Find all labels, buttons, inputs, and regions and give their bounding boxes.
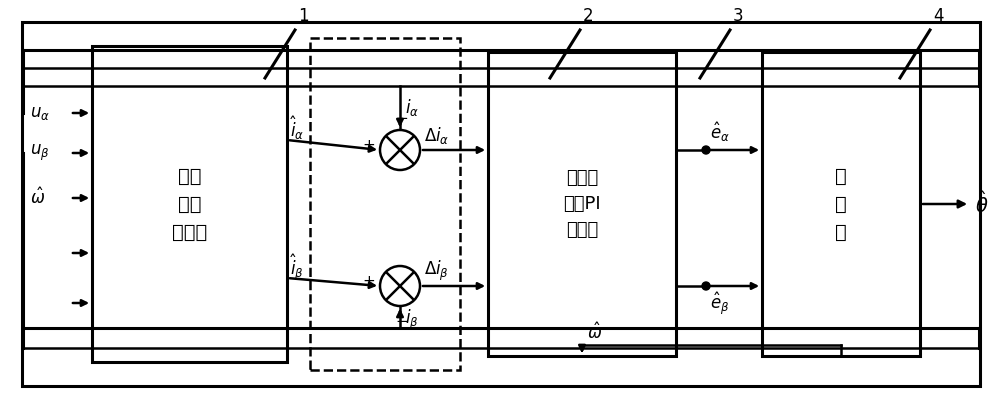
Circle shape [702, 282, 710, 290]
Bar [92, 46, 287, 362]
Text: 电流
状态
观测器: 电流 状态 观测器 [172, 166, 207, 242]
Text: $i_{\alpha}$: $i_{\alpha}$ [405, 98, 419, 118]
Circle shape [380, 130, 420, 170]
Circle shape [380, 266, 420, 306]
Text: +: + [362, 138, 375, 153]
Text: 1: 1 [298, 7, 309, 25]
Text: $-$: $-$ [395, 109, 409, 124]
Text: $\Delta i_{\alpha}$: $\Delta i_{\alpha}$ [424, 124, 449, 146]
Text: $u_{\beta}$: $u_{\beta}$ [30, 143, 50, 163]
Text: $-$: $-$ [395, 312, 409, 327]
Text: $\hat{\theta}$: $\hat{\theta}$ [975, 191, 989, 217]
Text: $\hat{e}_{\alpha}$: $\hat{e}_{\alpha}$ [710, 120, 730, 144]
Text: 3: 3 [733, 7, 744, 25]
Bar [310, 38, 460, 370]
Bar [488, 52, 676, 356]
Text: $\hat{i}_{\alpha}$: $\hat{i}_{\alpha}$ [290, 114, 304, 142]
Text: 2: 2 [583, 7, 594, 25]
Text: $\hat{i}_{\beta}$: $\hat{i}_{\beta}$ [290, 253, 304, 284]
Text: +: + [362, 275, 375, 290]
Text: 改进复
矢量PI
控制器: 改进复 矢量PI 控制器 [563, 169, 601, 239]
Circle shape [702, 146, 710, 154]
Bar [762, 52, 920, 356]
Text: $\hat{\omega}$: $\hat{\omega}$ [587, 323, 602, 343]
Text: $\Delta i_{\beta}$: $\Delta i_{\beta}$ [424, 259, 449, 283]
Text: $\hat{\omega}$: $\hat{\omega}$ [30, 188, 45, 208]
Text: 锁
相
环: 锁 相 环 [835, 166, 847, 242]
Bar [22, 22, 980, 386]
Text: $u_{\alpha}$: $u_{\alpha}$ [30, 104, 50, 122]
Text: $\hat{e}_{\beta}$: $\hat{e}_{\beta}$ [710, 290, 729, 317]
Text: 4: 4 [933, 7, 944, 25]
Text: $i_{\beta}$: $i_{\beta}$ [405, 308, 419, 332]
